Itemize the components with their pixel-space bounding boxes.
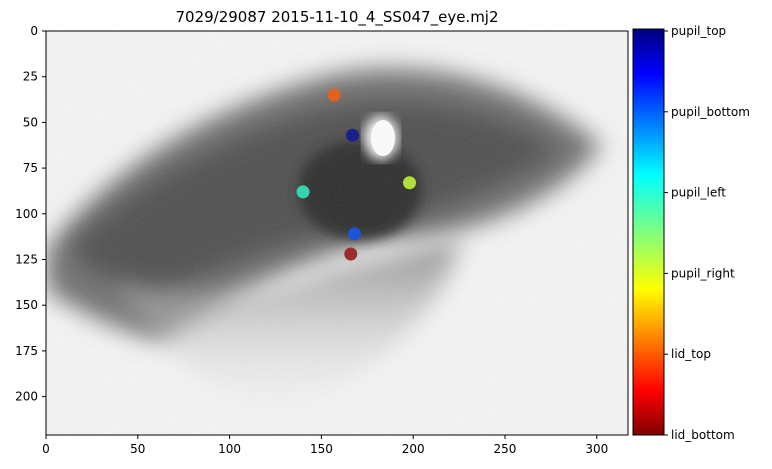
x-tick-label: 300: [585, 442, 608, 456]
colorbar-label: pupil_right: [671, 266, 735, 280]
keypoint-pupil-top: [346, 128, 360, 142]
eye-image: [46, 31, 628, 435]
x-tick-label: 200: [402, 442, 425, 456]
y-tick-label: 0: [30, 24, 38, 38]
plot-area: [45, 30, 629, 436]
colorbar-ticks: pupil_top pupil_bottom pupil_left pupil_rig…: [664, 24, 750, 442]
colorbar: pupil_top pupil_bottom pupil_left pupil_rig…: [632, 24, 750, 442]
keypoint-pupil-bottom: [347, 227, 361, 241]
colorbar-label: pupil_bottom: [671, 105, 750, 119]
colorbar-label: lid_top: [671, 347, 711, 361]
keypoints: [296, 88, 417, 261]
y-tick-label: 50: [23, 115, 38, 129]
colorbar-label: lid_bottom: [671, 428, 735, 442]
x-tick-label: 100: [218, 442, 241, 456]
chart-title: 7029/29087 2015-11-10_4_SS047_eye.mj2: [175, 8, 498, 27]
colorbar-label: pupil_left: [671, 186, 726, 200]
x-axis: 0 50 100 150 200 250 300: [42, 435, 608, 456]
y-tick-label: 100: [15, 207, 38, 221]
y-tick-label: 175: [15, 344, 38, 358]
x-tick-label: 250: [494, 442, 517, 456]
keypoint-lid-bottom: [344, 247, 358, 261]
y-tick-label: 25: [23, 70, 38, 84]
y-tick-label: 125: [15, 253, 38, 267]
keypoint-lid-top: [327, 88, 341, 102]
y-tick-label: 75: [23, 161, 38, 175]
x-tick-label: 150: [310, 442, 333, 456]
y-tick-label: 200: [15, 390, 38, 404]
x-tick-label: 50: [130, 442, 145, 456]
keypoint-pupil-left: [296, 185, 310, 199]
y-tick-label: 150: [15, 298, 38, 312]
y-axis: 0 25 50 75 100 125 150 175 200: [15, 24, 46, 404]
colorbar-label: pupil_top: [671, 24, 726, 38]
keypoint-pupil-right: [403, 176, 417, 190]
x-tick-label: 0: [42, 442, 50, 456]
colorbar-bar: [632, 28, 665, 436]
